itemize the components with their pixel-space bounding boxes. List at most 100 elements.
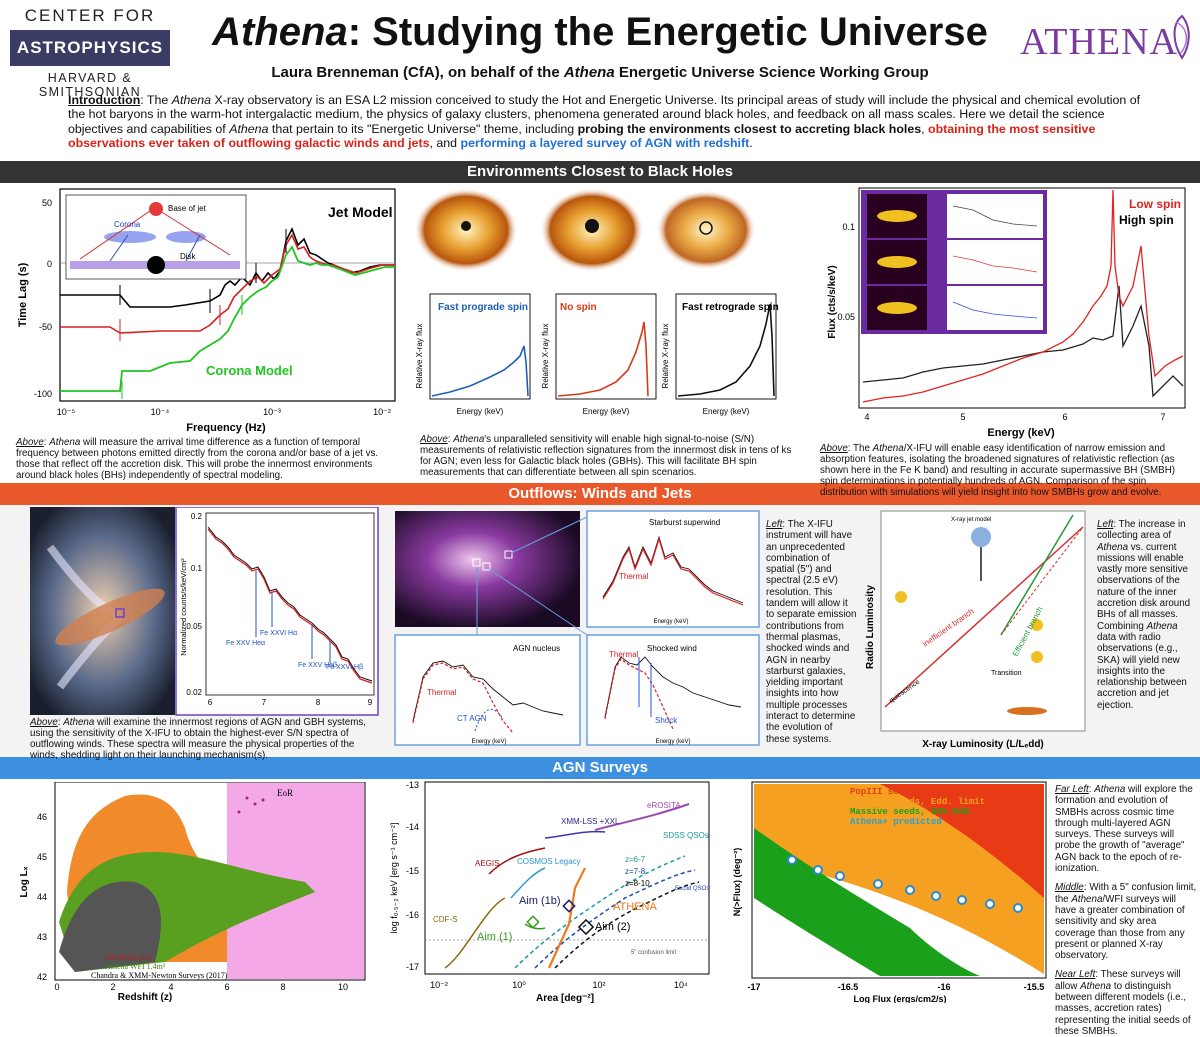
- lag-corona-model-label: Corona Model: [206, 363, 293, 378]
- outflow-mid-panel: Starburst superwind Thermal Energy (keV)…: [393, 507, 763, 749]
- intro-red: obtaining the most sensitive observation…: [68, 121, 1096, 151]
- agn-energy: Energy (keV): [471, 739, 506, 745]
- middle-lead: Middle: [1055, 882, 1084, 894]
- outflow-left-caption-italic: Athena: [63, 717, 95, 728]
- lag-xlabel: Frequency (Hz): [186, 422, 266, 434]
- outflow-right-caption-lead: Left: [1097, 519, 1114, 530]
- athena-logo: ATHENA: [1020, 14, 1195, 80]
- agn-thermal-label: Thermal: [427, 688, 457, 697]
- far-left-lead: Far Left: [1055, 784, 1089, 795]
- label-z78: z=7-8: [625, 867, 646, 876]
- shocked-energy: Energy (keV): [655, 739, 690, 745]
- ct-agn-label: CT AGN: [457, 714, 487, 723]
- cfa-logo-box: ASTROPHYSICS: [10, 30, 170, 66]
- cfa-logo-top: CENTER FOR: [24, 6, 156, 25]
- sm-ytick-1: -14: [406, 822, 419, 832]
- outflow-right-caption-italic: Athena: [1097, 541, 1129, 553]
- sl-legend-erosita: eROSITA (2π): [105, 953, 152, 962]
- inset-disk-label: Disk: [180, 252, 197, 261]
- far-left-italic: Athena: [1094, 784, 1126, 795]
- intro-text-3: that pertain to its "Energetic Universe"…: [268, 121, 578, 136]
- shocked-thermal-label: Thermal: [609, 650, 639, 659]
- near-left-pre: : These surveys will allow: [1055, 969, 1181, 992]
- spin-panel: Fast prograde spin No spin Fast retrogra…: [410, 186, 805, 416]
- outflow-left-caption-pre: :: [57, 717, 64, 728]
- intro-blue: performing a layered survey of AGN with …: [460, 136, 750, 151]
- label-z67: z=6-7: [625, 855, 646, 864]
- fe-legend-low: Low spin: [1129, 197, 1181, 211]
- spin-xlabel-1: Energy (keV): [457, 407, 504, 416]
- fe-xtick-0: 4: [864, 412, 869, 422]
- sl-ytick-1: 45: [37, 852, 47, 862]
- lag-panel: 50 0 -50 -100 10⁻⁵ 10⁻⁴ 10⁻³ 10⁻² Freque…: [10, 185, 400, 435]
- sr-legend-massive-edd: Massive seeds, Edd. limit: [850, 797, 985, 807]
- lx-redshift-plot: 46 45 44 43 42 0 2 4 6 8 10 Redshift (z)…: [19, 781, 366, 1003]
- outflow-left-caption-text: will examine the innermost regions of AG…: [30, 717, 366, 761]
- sl-xtick-2: 4: [168, 982, 173, 992]
- outflow-right-caption-text2: data with radio observations (e.g., SKA)…: [1097, 631, 1187, 711]
- radio-ylabel: Radio Luminosity: [865, 585, 876, 669]
- sr-xlabel: Log Flux (ergs/cm2/s): [853, 994, 946, 1003]
- intro-text-4: ,: [921, 121, 929, 136]
- lag-xtick-2: 10⁻³: [263, 407, 281, 417]
- sr-legend-massive-30: Massive seeds, 30% Edd.: [850, 807, 974, 817]
- spin-disk-nospin: [540, 188, 644, 272]
- label-aim1: Aim (1): [477, 931, 512, 943]
- label-xmm-lss: XMM-LSS +XXL: [561, 817, 620, 826]
- sr-ylabel: N(>Flux) (deg⁻²): [732, 848, 742, 917]
- middle-text: /WFI surveys will have a greater combina…: [1055, 893, 1185, 962]
- fe-xlabel: Energy (keV): [987, 427, 1055, 439]
- subtitle-post: Energetic Universe Science Working Group: [614, 64, 929, 81]
- sl-ytick-3: 43: [37, 932, 47, 942]
- sm-xtick-0: 10⁻²: [430, 980, 448, 990]
- title-italic: Athena: [212, 10, 348, 54]
- shocked-wind-label: Shocked wind: [647, 644, 697, 653]
- section-heading-surveys: AGN Surveys: [0, 757, 1200, 779]
- survey-caption: Far Left: Athena will explore the format…: [1055, 784, 1197, 1037]
- spin-disk-prograde: [414, 188, 518, 272]
- label-cosmos: COSMOS Legacy: [517, 857, 581, 866]
- sl-xtick-5: 10: [338, 982, 348, 992]
- spin-caption: Above: Athena's unparalleled sensitivity…: [420, 434, 805, 478]
- fe-caption: Above: The Athena/X-IFU will enable easy…: [820, 443, 1195, 498]
- lag-xtick-3: 10⁻²: [373, 407, 391, 417]
- sl-xtick-3: 6: [224, 982, 229, 992]
- ol-ytick-1: 0.1: [191, 564, 203, 573]
- subtitle-italic: Athena: [563, 64, 615, 81]
- intro-bold: probing the environments closest to accr…: [577, 121, 922, 136]
- intro-text-6: .: [749, 136, 753, 151]
- middle-italic: Athena: [1071, 893, 1103, 905]
- fe-xtick-3: 7: [1160, 412, 1165, 422]
- radio-xray-plot: X-ray jet model inefficient branch Effic…: [865, 510, 1086, 750]
- survey-left-panel: 46 45 44 43 42 0 2 4 6 8 10 Redshift (z)…: [15, 781, 370, 1003]
- intro-italic-1: Athena: [171, 93, 212, 107]
- lag-ytick-3: -100: [34, 389, 52, 399]
- spin-xlabel-3: Energy (keV): [703, 407, 750, 416]
- lag-caption-italic: Athena: [49, 437, 81, 448]
- outflow-mid-caption: Left: The X-IFU instrument will have an …: [766, 519, 858, 745]
- lag-caption-text: will measure the arrival time difference…: [16, 437, 379, 481]
- sr-xtick-3: -15.5: [1024, 982, 1045, 992]
- sl-xlabel: Redshift (z): [118, 992, 172, 1002]
- sr-xtick-2: -16: [937, 982, 950, 992]
- fe-xtick-1: 5: [960, 412, 965, 422]
- label-euclid: Euclid QSOs: [675, 886, 709, 892]
- inset-corona-label: Corona: [114, 220, 141, 229]
- line-fexxvi-ha: Fe XXVI Hα: [260, 630, 297, 637]
- fe-ytick-1: 0.05: [837, 312, 855, 322]
- starburst-energy: Energy (keV): [653, 619, 688, 625]
- fe-caption-text: /X-IFU will enable easy identification o…: [820, 443, 1176, 498]
- fe-ylabel: Flux (cts/s/keV): [827, 265, 838, 338]
- spin-ylabel-2: Relative X-ray flux: [541, 324, 550, 389]
- ol-xtick-0: 6: [208, 698, 213, 707]
- xray-jet-label: X-ray jet model: [951, 517, 991, 523]
- label-confusion: 5" confusion limit: [631, 950, 676, 956]
- section-heading-outflows: Outflows: Winds and Jets: [0, 483, 1200, 505]
- intro-heading: Introduction: [68, 93, 141, 107]
- intro-text-5: , and: [429, 136, 461, 151]
- sm-ylabel: log f₀.₅₋₂ keV [erg s⁻¹ cm⁻²]: [389, 823, 399, 934]
- label-athena: ATHENA: [613, 901, 657, 913]
- ol-ytick-3: 0.02: [186, 688, 202, 697]
- athena-logo-swirl-icon: [1173, 14, 1190, 60]
- starburst-thermal-label: Thermal: [619, 572, 649, 581]
